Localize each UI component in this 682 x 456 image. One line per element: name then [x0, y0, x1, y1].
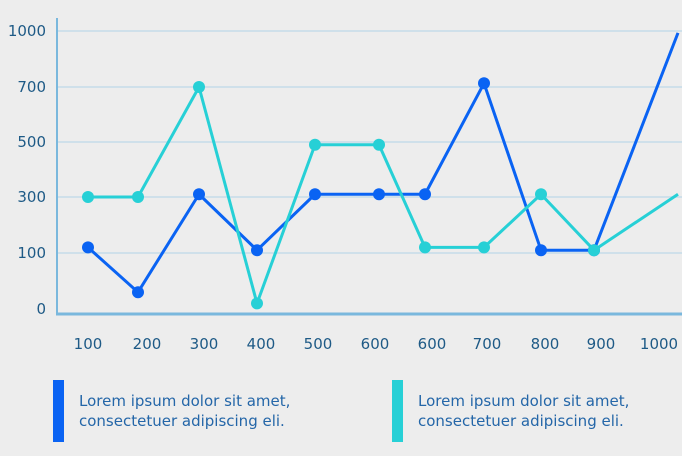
series-1-point [82, 241, 94, 254]
x-tick-label: 600 [361, 335, 390, 353]
x-tick-label: 700 [473, 335, 502, 353]
y-axis-tick-labels: 0 100 300 500 700 1000 [8, 22, 46, 318]
series-1-point [193, 188, 205, 201]
x-tick-label: 900 [587, 335, 616, 353]
series-points [82, 77, 600, 310]
series-1-point [309, 188, 321, 201]
grid-lines [58, 30, 682, 254]
y-tick-label: 100 [17, 244, 46, 262]
legend-label-series-1: Lorem ipsum dolor sit amet, consectetuer… [79, 392, 291, 430]
series-2-point [193, 81, 205, 93]
x-tick-label: 500 [304, 335, 333, 353]
legend-item-series-2: Lorem ipsum dolor sit amet, consectetuer… [392, 380, 629, 442]
series-2-point [478, 241, 490, 254]
y-tick-label: 1000 [8, 22, 46, 40]
series-1-point [478, 77, 490, 90]
series-1-point [132, 286, 144, 299]
x-tick-label: 100 [74, 335, 103, 353]
series-2-point [535, 188, 547, 201]
legend-swatch-series-2 [392, 380, 403, 442]
legend-item-series-1: Lorem ipsum dolor sit amet, consectetuer… [53, 380, 290, 442]
axes [56, 18, 682, 316]
series-2-point [419, 241, 431, 254]
series-2-point [251, 297, 263, 310]
y-tick-label: 300 [17, 188, 46, 206]
x-tick-label: 200 [133, 335, 162, 353]
x-tick-label: 800 [531, 335, 560, 353]
y-tick-label: 700 [17, 78, 46, 96]
series-2-point [588, 244, 600, 257]
x-tick-label: 300 [190, 335, 219, 353]
series-1-point [373, 188, 385, 201]
series-2-point [82, 191, 94, 203]
series-1-point [251, 244, 263, 257]
legend-swatch-series-1 [53, 380, 64, 442]
x-tick-label: 400 [247, 335, 276, 353]
x-tick-label: 600 [418, 335, 447, 353]
y-tick-label: 500 [17, 133, 46, 151]
series-2-point [373, 138, 385, 151]
series-2-point [132, 191, 144, 203]
series-lines [86, 32, 680, 305]
series-2-point [309, 138, 321, 151]
series-1-point [419, 188, 431, 201]
series-1-point [535, 244, 547, 257]
x-axis-tick-labels: 100 200 300 400 500 600 600 700 800 900 1000 [74, 335, 678, 353]
y-tick-label: 0 [36, 300, 46, 318]
x-tick-label: 1000 [640, 335, 678, 353]
legend-label-series-2: Lorem ipsum dolor sit amet, consectetuer… [418, 392, 630, 430]
